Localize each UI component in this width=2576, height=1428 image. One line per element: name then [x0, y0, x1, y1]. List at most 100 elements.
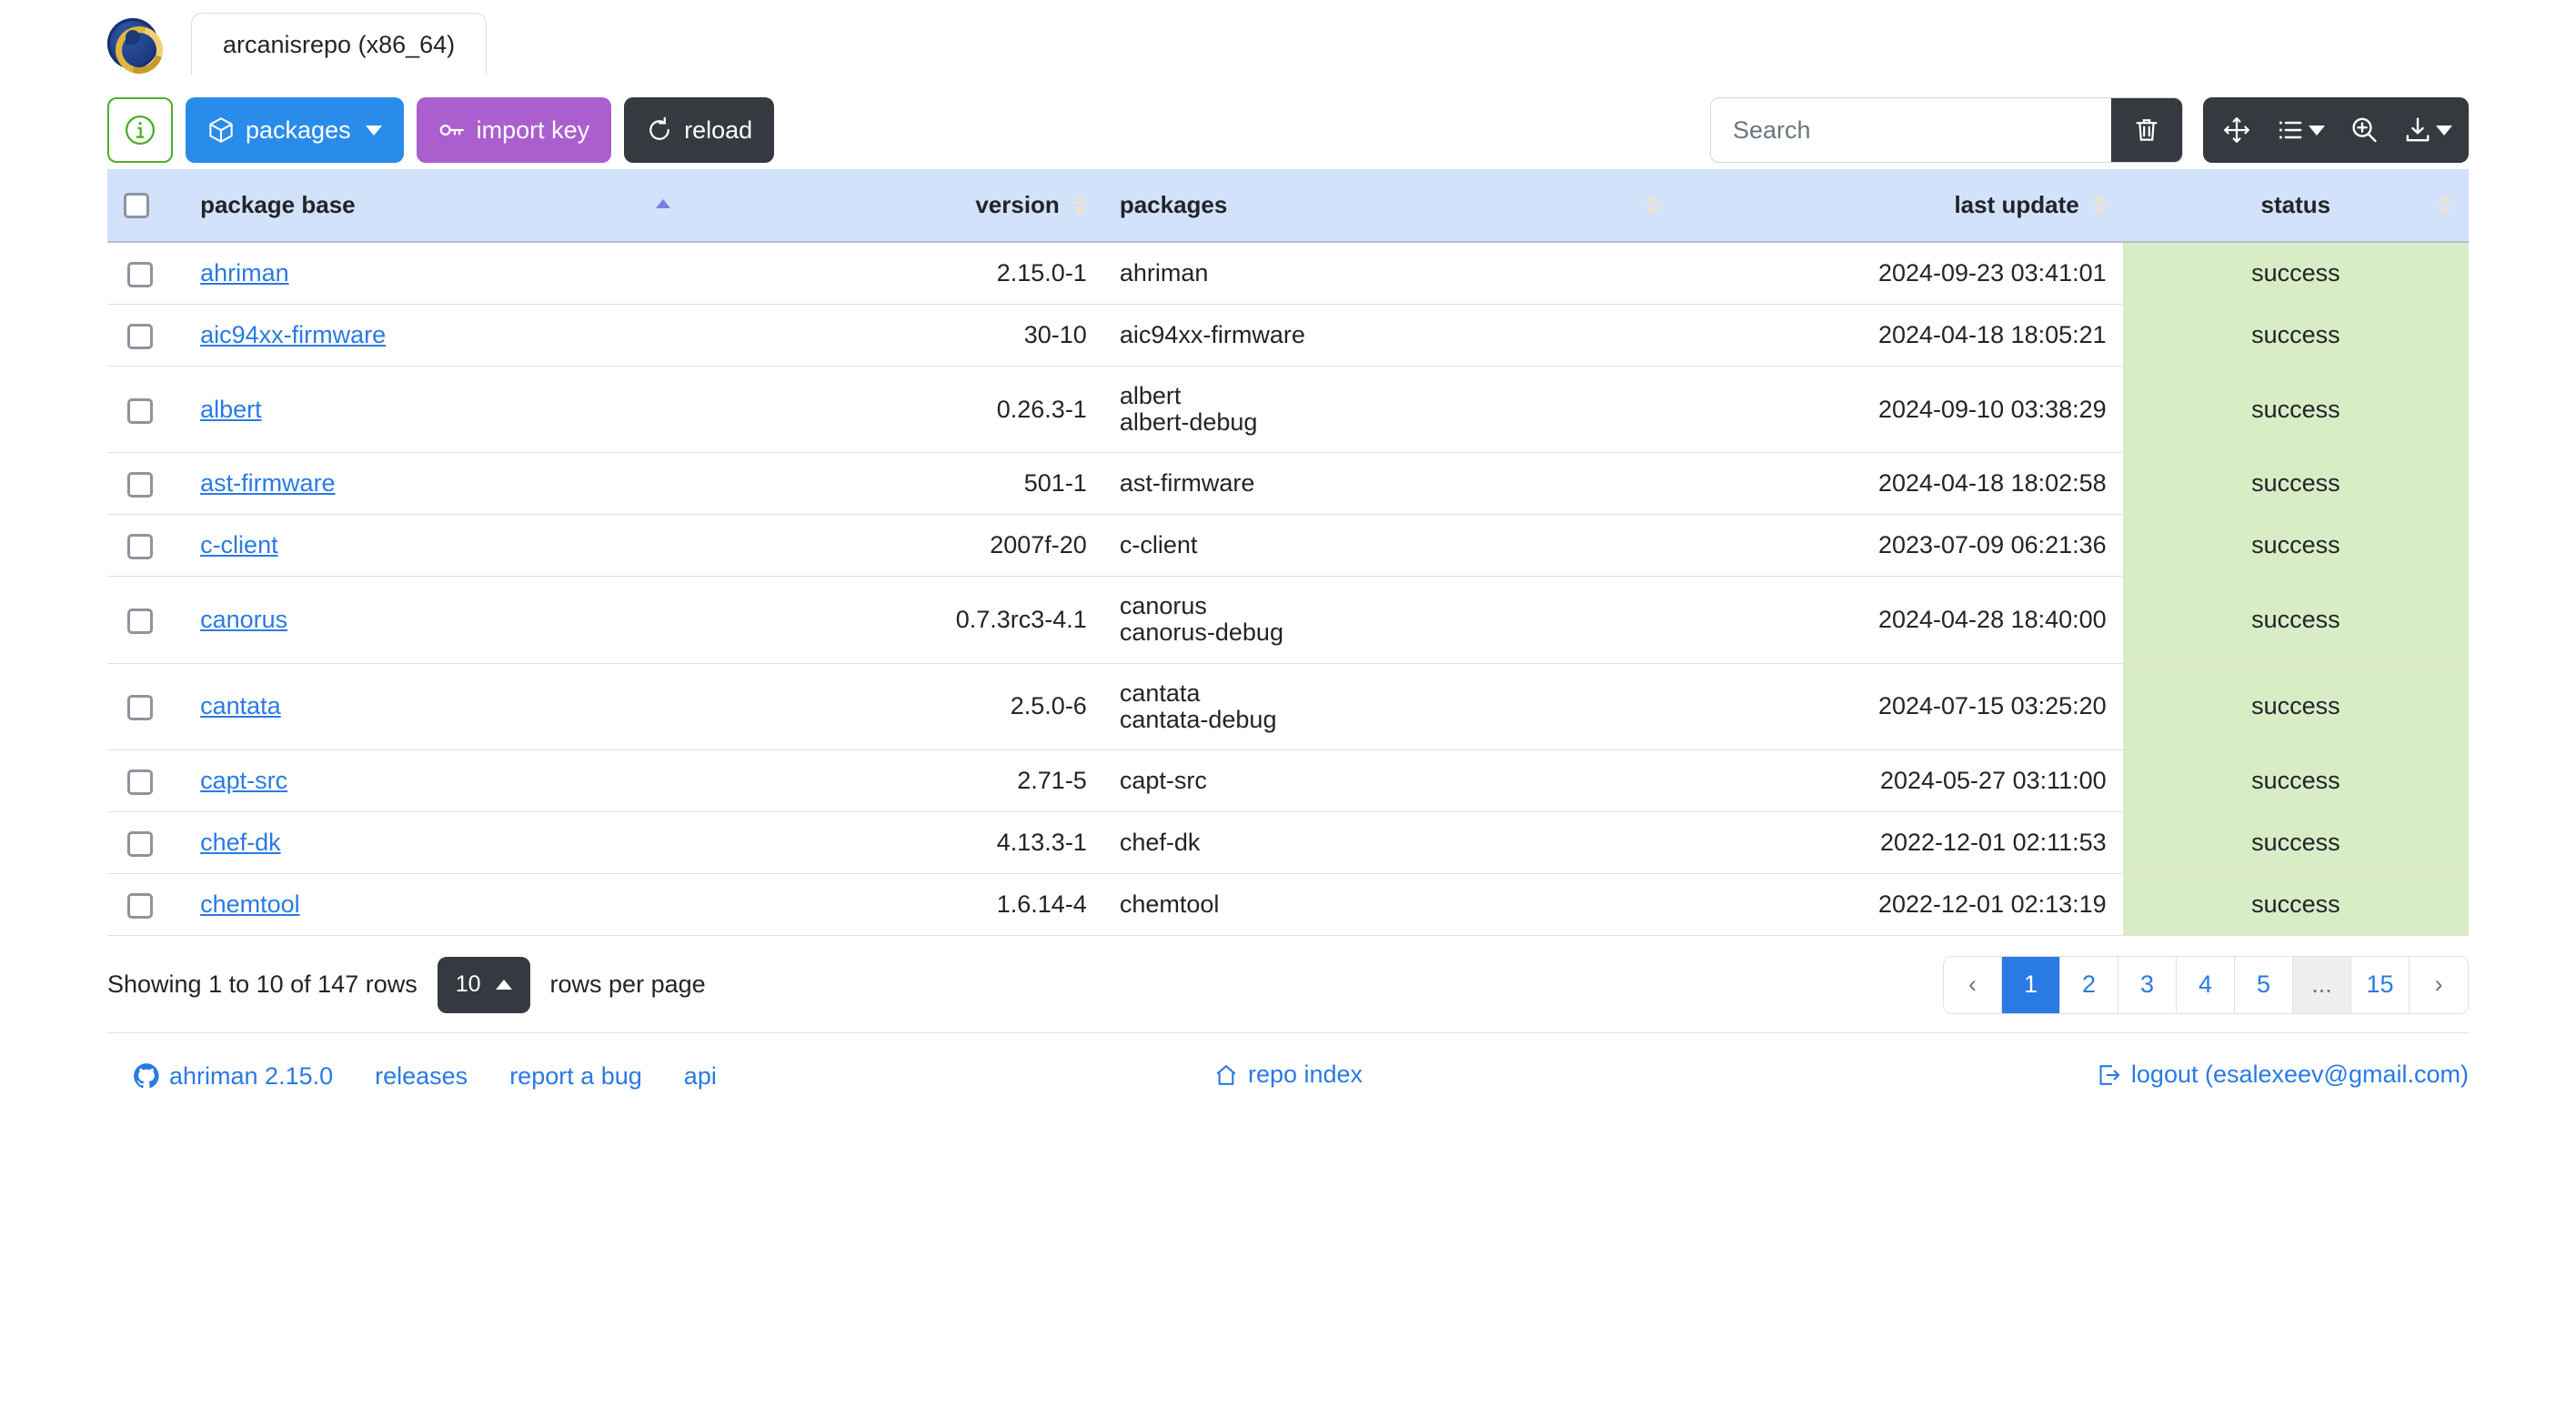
chevron-up-icon — [495, 980, 512, 991]
pagination-page-2[interactable]: 2 — [2060, 956, 2118, 1013]
info-circle-icon — [125, 115, 156, 146]
table-row[interactable]: chemtool 1.6.14-4 chemtool 2022-12-01 02:13… — [107, 873, 2469, 936]
import-key-button[interactable]: import key — [416, 97, 612, 163]
column-header-version[interactable]: version — [784, 169, 1103, 243]
row-select-cell[interactable] — [107, 514, 185, 578]
column-header-status[interactable]: status — [2122, 169, 2469, 243]
package-base-link[interactable]: capt-src — [200, 766, 288, 794]
package-base-link[interactable]: canorus — [200, 605, 288, 633]
sort-indicator-package-base[interactable] — [655, 199, 670, 211]
table-row[interactable]: ahriman 2.15.0-1 ahriman 2024-09-23 03:41:0… — [107, 242, 2469, 305]
row-checkbox[interactable] — [127, 695, 153, 721]
package-base-cell: chemtool — [184, 873, 785, 936]
reload-button[interactable]: reload — [624, 97, 775, 163]
package-base-link[interactable]: chemtool — [200, 890, 300, 918]
package-base-link[interactable]: aic94xx-firmware — [200, 321, 387, 348]
footer-releases-label: releases — [375, 1061, 468, 1090]
table-row[interactable]: aic94xx-firmware 30-10 aic94xx-firmware 202… — [107, 304, 2469, 367]
row-checkbox[interactable] — [127, 534, 153, 560]
row-select-cell[interactable] — [107, 304, 185, 367]
column-header-package-base[interactable]: package base — [184, 169, 785, 243]
sort-indicator-packages[interactable] — [1645, 195, 1661, 216]
table-row[interactable]: cantata 2.5.0-6 cantata cantata-debug 2024-0… — [107, 663, 2469, 750]
package-base-link[interactable]: chef-dk — [200, 828, 281, 856]
sort-indicator-version[interactable] — [1072, 195, 1087, 216]
pagination-prev-button[interactable]: ‹ — [1944, 956, 2002, 1013]
row-select-cell[interactable] — [107, 663, 185, 750]
clear-search-button[interactable] — [2111, 98, 2182, 162]
footer-repo-index-link[interactable]: repo index — [1213, 1061, 1363, 1089]
pagination-page-4[interactable]: 4 — [2177, 956, 2235, 1013]
package-base-cell: albert — [184, 366, 785, 454]
info-button[interactable] — [107, 97, 173, 163]
table-row[interactable]: canorus 0.7.3rc3-4.1 canorus canorus-debug 2… — [107, 576, 2469, 664]
sort-indicator-last-update[interactable] — [2091, 195, 2107, 216]
search-input[interactable] — [1711, 98, 2111, 162]
packages-table: package base version packages — [107, 169, 2469, 936]
footer-version-link[interactable]: ahriman 2.15.0 — [133, 1062, 333, 1091]
table-row[interactable]: albert 0.26.3-1 albert albert-debug 2024-09-… — [107, 366, 2469, 454]
pagination-page-5[interactable]: 5 — [2235, 956, 2293, 1013]
package-base-link[interactable]: c-client — [200, 531, 278, 559]
row-checkbox[interactable] — [127, 608, 153, 634]
repo-tab[interactable]: arcanisrepo (x86_64) — [191, 13, 488, 75]
footer-logout-link[interactable]: logout (esalexeev@gmail.com) — [2097, 1061, 2469, 1089]
last-update-cell: 2024-09-10 03:38:29 — [1676, 366, 2123, 454]
row-select-cell[interactable] — [107, 452, 185, 516]
columns-menu-button[interactable] — [2265, 97, 2336, 163]
row-select-cell[interactable] — [107, 366, 185, 454]
toolbar: packages import key reload — [0, 91, 2576, 169]
chevron-down-icon — [2436, 125, 2452, 136]
fullscreen-button[interactable] — [2336, 97, 2392, 163]
select-all-checkbox[interactable] — [124, 192, 149, 218]
row-checkbox[interactable] — [127, 323, 153, 349]
table-row[interactable]: ast-firmware 501-1 ast-firmware 2024-04-18 … — [107, 452, 2469, 516]
export-button[interactable] — [2392, 97, 2463, 163]
column-header-packages[interactable]: packages — [1102, 169, 1677, 243]
column-label-last-update: last update — [1954, 191, 2079, 218]
package-base-link[interactable]: cantata — [200, 692, 281, 720]
row-checkbox[interactable] — [127, 769, 153, 795]
row-select-cell[interactable] — [107, 749, 185, 812]
pagination-page-3[interactable]: 3 — [2118, 956, 2177, 1013]
pagination-next-button[interactable]: › — [2410, 956, 2468, 1013]
row-checkbox[interactable] — [127, 472, 153, 498]
package-name: canorus — [1119, 592, 1207, 620]
packages-cell: canorus canorus-debug — [1102, 576, 1677, 664]
pagination-page-15[interactable]: 15 — [2351, 956, 2410, 1013]
pagination-summary: Showing 1 to 10 of 147 rows 10 rows per … — [107, 956, 706, 1013]
row-checkbox[interactable] — [127, 892, 153, 919]
version-cell: 1.6.14-4 — [784, 873, 1103, 936]
packages-button-label: packages — [246, 116, 351, 144]
table-row[interactable]: capt-src 2.71-5 capt-src 2024-05-27 03:11:0… — [107, 749, 2469, 812]
column-header-last-update[interactable]: last update — [1676, 169, 2123, 243]
footer-releases-link[interactable]: releases — [375, 1062, 468, 1091]
rows-per-page-select[interactable]: 10 — [437, 956, 530, 1013]
table-row[interactable]: chef-dk 4.13.3-1 chef-dk 2022-12-01 02:11:5… — [107, 811, 2469, 874]
row-select-cell[interactable] — [107, 242, 185, 305]
row-select-cell[interactable] — [107, 811, 185, 874]
status-cell: success — [2122, 811, 2469, 874]
table-row[interactable]: c-client 2007f-20 c-client 2023-07-09 06:21… — [107, 514, 2469, 578]
package-base-link[interactable]: ast-firmware — [200, 469, 336, 498]
row-select-cell[interactable] — [107, 873, 185, 936]
row-checkbox[interactable] — [127, 830, 153, 857]
row-checkbox[interactable] — [127, 261, 153, 287]
packages-button[interactable]: packages — [186, 97, 404, 163]
package-name: albert-debug — [1119, 408, 1258, 437]
package-base-link[interactable]: ahriman — [200, 259, 289, 287]
footer-api-link[interactable]: api — [684, 1062, 717, 1091]
sort-indicator-status[interactable] — [2438, 195, 2452, 216]
row-checkbox[interactable] — [127, 397, 153, 424]
reload-button-label: reload — [684, 116, 753, 144]
package-name: canorus-debug — [1119, 618, 1283, 647]
chevron-down-icon — [365, 125, 382, 136]
row-select-cell[interactable] — [107, 576, 185, 664]
move-columns-button[interactable] — [2209, 97, 2265, 163]
footer-report-bug-link[interactable]: report a bug — [509, 1062, 642, 1091]
version-cell: 4.13.3-1 — [784, 811, 1103, 874]
column-header-select-all[interactable] — [107, 169, 185, 243]
pagination-page-1[interactable]: 1 — [2002, 956, 2060, 1013]
package-base-link[interactable]: albert — [200, 395, 262, 423]
footer-left-links: ahriman 2.15.0 releases report a bug api — [107, 1062, 717, 1091]
